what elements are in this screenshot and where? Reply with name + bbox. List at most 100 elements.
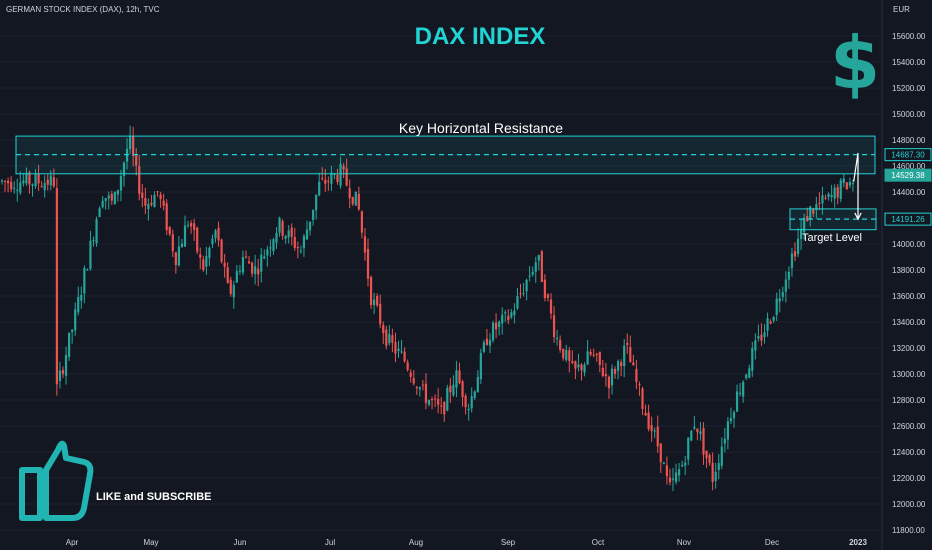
candle-body [238, 270, 241, 272]
candle-body [449, 385, 452, 393]
candle-body [208, 247, 211, 258]
candle-body [116, 190, 119, 195]
candle-body [10, 181, 13, 190]
candle-body [781, 292, 784, 297]
candle-body [89, 240, 92, 270]
price-tag-label: 14687.30 [891, 151, 925, 160]
candle-body [824, 197, 827, 199]
candle-body [153, 194, 156, 208]
candle-body [247, 261, 251, 264]
candle-body [470, 396, 473, 409]
candle-body [312, 209, 315, 220]
y-tick-label: 13000.00 [892, 370, 926, 379]
candle-body [510, 312, 513, 318]
candle-body [71, 329, 74, 332]
candle-body [464, 395, 467, 408]
price-tag-label: 14191.26 [891, 215, 925, 224]
candle-body [83, 267, 86, 294]
candle-body [522, 292, 525, 294]
candle-body [507, 315, 510, 321]
candle-body [49, 175, 52, 186]
candle-body [534, 262, 537, 272]
candles [0, 125, 855, 492]
candle-body [296, 247, 299, 249]
candle-body [119, 176, 123, 191]
candle-body [199, 254, 202, 258]
candle-body [406, 362, 409, 370]
candle-body [107, 195, 110, 199]
candle-body [455, 370, 458, 388]
candle-body [366, 249, 370, 279]
candle-body [339, 163, 342, 186]
candle-body [729, 418, 733, 422]
candle-body [754, 340, 757, 351]
candle-body [537, 254, 540, 261]
candle-body [391, 335, 394, 343]
candle-body [586, 351, 589, 365]
candle-body [190, 222, 193, 227]
candle-body [299, 250, 302, 252]
candle-body [427, 400, 431, 405]
candle-body [714, 471, 717, 481]
projection-arrowhead [854, 212, 862, 221]
candle-body [3, 180, 7, 182]
candle-body [836, 187, 839, 198]
candle-body [552, 315, 556, 338]
candle-body [186, 224, 190, 226]
resistance-label: Key Horizontal Resistance [399, 120, 563, 136]
candle-body [241, 257, 245, 273]
x-tick-label: Nov [677, 538, 691, 547]
candle-body [504, 312, 507, 314]
candle-body [77, 296, 80, 313]
chart-title: DAX INDEX [415, 23, 546, 50]
candle-body [830, 195, 833, 198]
y-tick-label: 13400.00 [892, 318, 926, 327]
candle-body [671, 478, 675, 480]
candle-body [211, 238, 214, 245]
candle-body [135, 155, 138, 166]
candle-body [806, 215, 809, 222]
candle-body [650, 425, 653, 432]
candle-body [336, 174, 339, 182]
candle-body [629, 347, 632, 363]
candle-body [95, 219, 98, 244]
candle-body [501, 314, 504, 324]
candle-body [80, 294, 83, 301]
candle-body [787, 271, 790, 280]
candle-body [183, 225, 187, 247]
candle-body [711, 462, 714, 482]
candle-body [626, 342, 629, 346]
candle-body [290, 227, 293, 237]
candle-body [382, 325, 385, 334]
candle-body [52, 177, 55, 187]
y-tick-label: 14800.00 [892, 136, 926, 145]
candle-body [687, 437, 690, 460]
candle-body [260, 254, 263, 272]
candle-body [775, 298, 778, 315]
candle-body [678, 469, 681, 476]
candle-body [659, 443, 662, 463]
candle-body [113, 192, 116, 205]
y-tick-label: 13200.00 [892, 344, 926, 353]
candle-body [434, 398, 437, 400]
candle-body [244, 256, 248, 258]
candle-body [607, 376, 611, 389]
candle-body [562, 348, 565, 359]
candle-body [708, 454, 711, 463]
symbol-line: GERMAN STOCK INDEX (DAX), 12h, TVC [6, 5, 160, 14]
candle-body [732, 412, 736, 419]
candle-body [159, 194, 162, 200]
candle-body [476, 377, 479, 393]
candle-body [809, 206, 812, 219]
candle-body [272, 239, 275, 252]
y-tick-label: 15200.00 [892, 84, 926, 93]
candle-body [723, 438, 726, 444]
like-subscribe-text: LIKE and SUBSCRIBE [96, 491, 212, 503]
candle-body [196, 227, 199, 252]
candle-body [226, 267, 229, 283]
candle-body [40, 186, 43, 188]
candle-body [385, 329, 388, 346]
candle-body [22, 180, 25, 184]
candle-body [549, 299, 553, 314]
candle-body [129, 135, 132, 150]
